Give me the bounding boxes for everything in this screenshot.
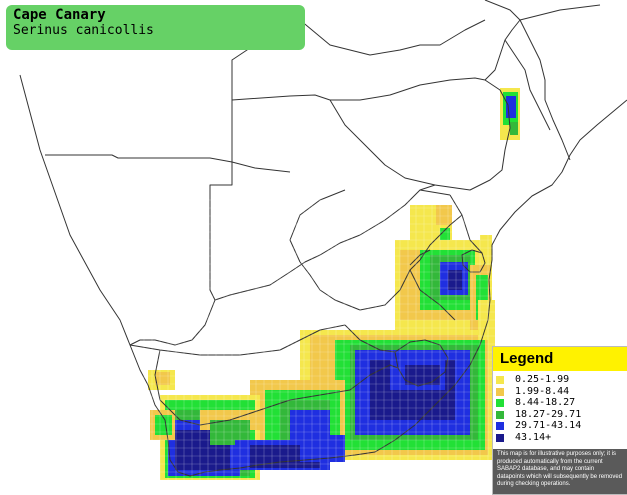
legend-swatch (496, 387, 504, 396)
province-line-9 (409, 269, 456, 321)
legend-swatch (496, 399, 504, 408)
legend-item: 1.99-8.44 (493, 385, 627, 398)
legend-label: 1.99-8.44 (515, 385, 570, 397)
border-malawi (519, 19, 571, 161)
abundance-cell (448, 270, 462, 290)
species-scientific-name: Serinus canicollis (13, 23, 154, 38)
border-malawi-south (504, 39, 551, 131)
legend-title: Legend (500, 350, 554, 367)
legend-label: 8.44-18.27 (515, 397, 576, 409)
legend-item: 43.14+ (493, 431, 627, 444)
abundance-cell (510, 122, 518, 135)
border-zimbabwe-mozambique (434, 79, 511, 191)
legend-item: 18.27-29.71 (493, 408, 627, 421)
legend-header: Legend (493, 347, 627, 371)
legend-label: 29.71-43.14 (515, 420, 582, 432)
province-line-4 (419, 214, 463, 261)
border-botswana-zimbabwe (329, 99, 436, 186)
province-line-8 (349, 364, 399, 391)
country-borders (19, 0, 627, 477)
legend-swatch (496, 410, 504, 419)
legend-item: 0.25-1.99 (493, 374, 627, 386)
province-line-1 (299, 259, 421, 311)
abundance-cell (436, 205, 452, 225)
legend-item: 8.44-18.27 (493, 397, 627, 409)
legend-swatch (496, 422, 504, 431)
legend-panel: Legend 0.25-1.99 1.99-8.44 8.44-18.27 18… (492, 346, 627, 495)
province-line-2 (129, 324, 346, 356)
border-angola-namibia (45, 154, 291, 173)
coastline-south-east (257, 99, 627, 466)
legend-label: 0.25-1.99 (515, 374, 570, 385)
legend-label: 43.14+ (515, 431, 552, 443)
border-namibia-botswana (209, 100, 233, 301)
province-line-3 (344, 324, 396, 353)
abundance-cell (440, 228, 450, 242)
abundance-cell (155, 372, 170, 385)
province-line-6 (154, 349, 201, 426)
province-line-10 (409, 249, 431, 266)
border-lesotho (394, 339, 449, 387)
abundance-cell (300, 435, 345, 462)
border-orange-river (129, 299, 216, 346)
species-common-name: Cape Canary (13, 7, 106, 23)
abundance-cell (506, 96, 516, 118)
abundance-cell (480, 235, 492, 260)
legend-label: 18.27-29.71 (515, 408, 582, 420)
abundance-cell (155, 415, 172, 435)
abundance-cell (405, 365, 440, 385)
border-zimbabwe-sa (419, 189, 451, 196)
legend-swatch (496, 376, 504, 384)
legend-disclaimer: This map is for illustrative purposes on… (493, 449, 627, 494)
border-swaziland (461, 249, 486, 273)
legend-list: 0.25-1.99 1.99-8.44 8.44-18.27 18.27-29.… (493, 374, 627, 445)
legend-item: 29.71-43.14 (493, 420, 627, 432)
species-title-box: Cape Canary Serinus canicollis (6, 5, 305, 50)
abundance-grid-cells (148, 88, 520, 480)
border-zambezi (330, 77, 486, 101)
border-sa-mozambique (449, 194, 483, 254)
border-botswana-sa (214, 184, 436, 301)
border-caprivi (231, 94, 331, 101)
coastline-west (19, 74, 259, 477)
province-line-5 (289, 189, 346, 263)
legend-swatch (496, 433, 504, 442)
grid-overlay (143, 199, 497, 482)
abundance-cell (478, 300, 495, 340)
province-line-7 (199, 389, 351, 426)
border-mozambique-north (484, 19, 521, 81)
border-tanzania (484, 0, 601, 21)
